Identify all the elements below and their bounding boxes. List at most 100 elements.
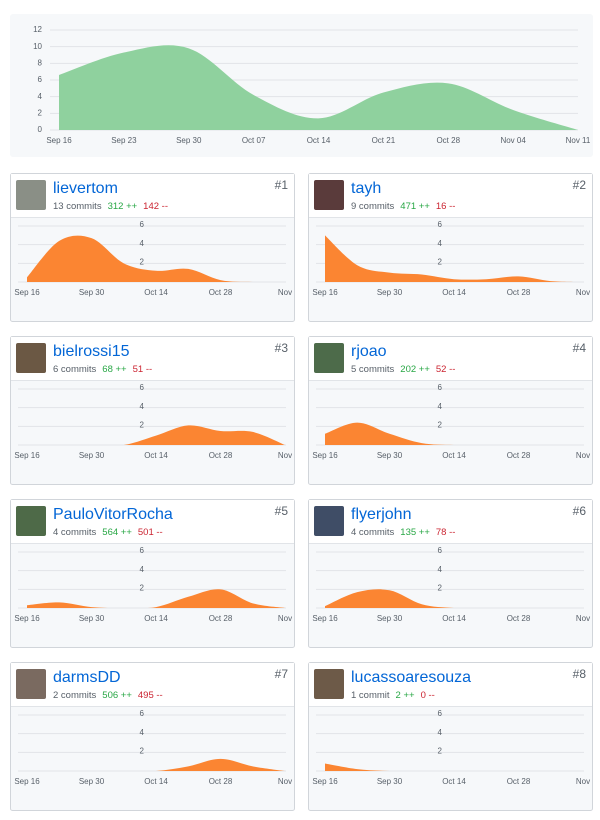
area bbox=[325, 763, 583, 771]
contributor-name[interactable]: bielrossi15 bbox=[53, 343, 130, 360]
x-tick-label: Sep 16 bbox=[312, 614, 338, 623]
contributor-name[interactable]: tayh bbox=[351, 180, 381, 197]
deletions: 51 -- bbox=[133, 364, 153, 375]
avatar[interactable] bbox=[16, 180, 46, 210]
x-tick-label: Nov 11 bbox=[566, 136, 591, 145]
y-tick-label: 8 bbox=[38, 58, 43, 67]
x-tick-label: Oct 21 bbox=[372, 136, 396, 145]
contributor-card: PauloVitorRocha #5 4 commits 564 ++ 501 -- 2 4… bbox=[10, 499, 295, 648]
avatar[interactable] bbox=[314, 669, 344, 699]
area bbox=[27, 589, 285, 608]
x-tick-label: Oct 28 bbox=[507, 777, 531, 786]
x-tick-label: Sep 16 bbox=[312, 288, 338, 297]
x-tick-label: Oct 14 bbox=[144, 288, 168, 297]
rank: #3 bbox=[275, 341, 289, 355]
y-tick-label: 2 bbox=[438, 746, 443, 755]
area bbox=[325, 589, 583, 608]
commit-count[interactable]: 6 commits bbox=[53, 364, 97, 375]
avatar[interactable] bbox=[16, 343, 46, 373]
avatar[interactable] bbox=[16, 669, 46, 699]
y-tick-label: 6 bbox=[438, 546, 443, 555]
x-tick-label: Nov 04 bbox=[500, 136, 526, 145]
x-tick-label: Oct 28 bbox=[209, 451, 233, 460]
y-tick-label: 2 bbox=[438, 583, 443, 592]
y-tick-label: 2 bbox=[438, 420, 443, 429]
x-tick-label: Sep 30 bbox=[79, 288, 105, 297]
rank: #2 bbox=[573, 178, 587, 192]
x-tick-label: Sep 16 bbox=[14, 777, 40, 786]
y-tick-label: 10 bbox=[33, 42, 42, 51]
deletions: 142 -- bbox=[143, 201, 168, 212]
additions: 68 ++ bbox=[102, 364, 127, 375]
contributor-name[interactable]: flyerjohn bbox=[351, 506, 411, 523]
x-tick-label: Sep 30 bbox=[377, 288, 403, 297]
x-tick-label: Sep 30 bbox=[377, 614, 403, 623]
avatar[interactable] bbox=[314, 506, 344, 536]
x-tick-label: Oct 14 bbox=[442, 614, 466, 623]
rank: #7 bbox=[275, 667, 289, 681]
avatar[interactable] bbox=[314, 180, 344, 210]
card-header bbox=[309, 500, 592, 543]
x-tick-label: Sep 16 bbox=[14, 451, 40, 460]
additions: 506 ++ bbox=[102, 690, 132, 701]
x-tick-label: Oct 14 bbox=[442, 777, 466, 786]
contributor-card: lievertom #1 13 commits 312 ++ 142 -- 2 4 6 Sep … bbox=[10, 173, 295, 322]
x-tick-label: Sep 30 bbox=[79, 614, 105, 623]
y-tick-label: 4 bbox=[438, 565, 443, 574]
avatar[interactable] bbox=[16, 506, 46, 536]
y-tick-label: 0 bbox=[38, 125, 43, 134]
additions: 2 ++ bbox=[396, 690, 415, 701]
x-tick-label: Sep 30 bbox=[79, 777, 105, 786]
card-header bbox=[11, 663, 294, 706]
x-tick-label: Oct 28 bbox=[209, 288, 233, 297]
commit-count[interactable]: 2 commits bbox=[53, 690, 97, 701]
commit-count[interactable]: 4 commits bbox=[53, 527, 97, 538]
contributor-name[interactable]: rjoao bbox=[351, 343, 387, 360]
card-header bbox=[309, 663, 592, 706]
y-tick-label: 4 bbox=[140, 239, 145, 248]
stats: 4 commits 564 ++ 501 -- bbox=[53, 527, 163, 538]
area bbox=[27, 425, 285, 445]
x-tick-label: Oct 14 bbox=[144, 614, 168, 623]
area bbox=[325, 235, 583, 282]
y-tick-label: 4 bbox=[438, 728, 443, 737]
y-tick-label: 2 bbox=[38, 108, 43, 117]
rank: #8 bbox=[573, 667, 587, 681]
contributor-card: lucassoaresouza #8 1 commit 2 ++ 0 -- 2 4 6 Sep … bbox=[308, 662, 593, 811]
contributor-name[interactable]: lucassoaresouza bbox=[351, 669, 471, 686]
commit-count[interactable]: 4 commits bbox=[351, 527, 395, 538]
y-tick-label: 6 bbox=[140, 546, 145, 555]
avatar[interactable] bbox=[314, 343, 344, 373]
stats: 6 commits 68 ++ 51 -- bbox=[53, 364, 152, 375]
card-header bbox=[11, 337, 294, 380]
area bbox=[59, 45, 578, 130]
contributor-name[interactable]: PauloVitorRocha bbox=[53, 506, 173, 523]
commit-count[interactable]: 13 commits bbox=[53, 201, 102, 212]
y-tick-label: 2 bbox=[140, 420, 145, 429]
y-tick-label: 6 bbox=[140, 709, 145, 718]
stats: 2 commits 506 ++ 495 -- bbox=[53, 690, 163, 701]
x-tick-label: Oct 14 bbox=[442, 451, 466, 460]
y-tick-label: 4 bbox=[38, 92, 43, 101]
additions: 312 ++ bbox=[108, 201, 138, 212]
y-tick-label: 6 bbox=[140, 220, 145, 229]
x-tick-label: Nov bbox=[278, 614, 292, 623]
additions: 471 ++ bbox=[400, 201, 430, 212]
area bbox=[27, 758, 285, 771]
x-tick-label: Sep 16 bbox=[312, 777, 338, 786]
card-header bbox=[11, 500, 294, 543]
contributor-name[interactable]: lievertom bbox=[53, 180, 118, 197]
y-tick-label: 6 bbox=[38, 75, 43, 84]
contributor-name[interactable]: darmsDD bbox=[53, 669, 121, 686]
x-tick-label: Nov bbox=[278, 288, 292, 297]
commit-count[interactable]: 1 commit bbox=[351, 690, 390, 701]
deletions: 501 -- bbox=[138, 527, 163, 538]
deletions: 495 -- bbox=[138, 690, 163, 701]
rank: #5 bbox=[275, 504, 289, 518]
commit-count[interactable]: 9 commits bbox=[351, 201, 395, 212]
x-tick-label: Nov bbox=[278, 451, 292, 460]
x-tick-label: Sep 16 bbox=[46, 136, 72, 145]
contributor-card: darmsDD #7 2 commits 506 ++ 495 -- 2 4 6 Sep 16 S… bbox=[10, 662, 295, 811]
commit-count[interactable]: 5 commits bbox=[351, 364, 395, 375]
